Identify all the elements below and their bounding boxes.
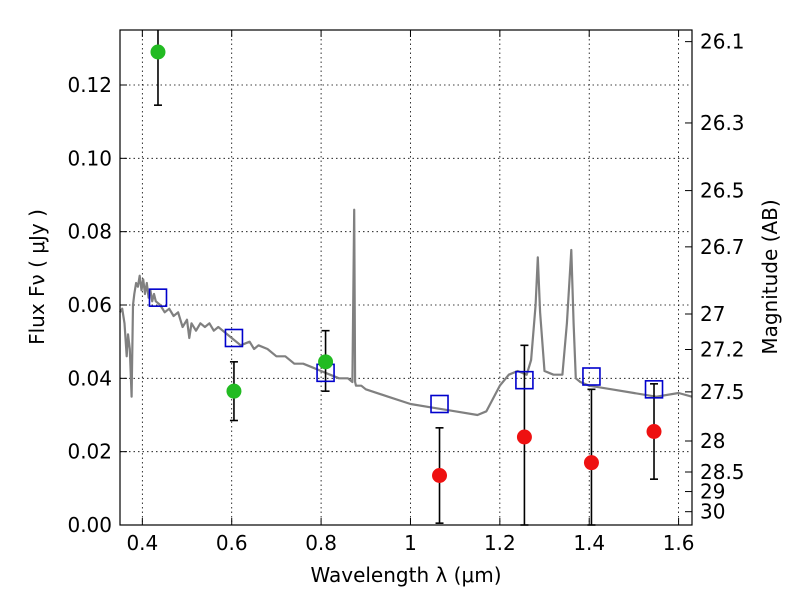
y2-tick-label: 26.7 xyxy=(700,235,745,259)
y-tick-label: 0.00 xyxy=(67,513,112,537)
detection-point xyxy=(318,354,334,370)
x-tick-label: 0.4 xyxy=(126,531,158,555)
x-tick-label: 1.2 xyxy=(484,531,516,555)
x-tick-label: 0.6 xyxy=(216,531,248,555)
y-tick-label: 0.02 xyxy=(67,440,112,464)
y2-tick-label: 28 xyxy=(700,429,725,453)
grid-layer xyxy=(120,30,692,526)
low-sn-point xyxy=(646,424,662,439)
y-tick-label: 0.10 xyxy=(67,146,112,170)
low-sn-point xyxy=(432,468,448,483)
y2-tick-label: 26.1 xyxy=(700,30,745,54)
plot-frame xyxy=(119,29,693,526)
low-sn-point xyxy=(583,455,599,471)
sed-model-line xyxy=(119,208,693,417)
markers-layer xyxy=(148,44,664,483)
y-axis-label: Flux Fν ( μJy ) xyxy=(25,209,49,345)
ticks-layer: 0.4 0.6 0.8 1 1.2 1.4 1.6 0.00 0.02 0.04 0.06 0.08 0… xyxy=(67,30,744,555)
model-photometry-square xyxy=(582,367,601,386)
x-axis-label: Wavelength λ (μm) xyxy=(310,563,501,587)
y2-tick-label: 30 xyxy=(700,500,725,524)
y-tick-label: 0.04 xyxy=(67,366,112,390)
detection-point xyxy=(150,44,166,60)
model-photometry-square xyxy=(148,288,168,307)
y2-tick-label: 28.5 xyxy=(700,460,745,484)
model-photometry-square xyxy=(224,328,244,348)
y-tick-label: 0.08 xyxy=(67,220,112,244)
model-photometry-square xyxy=(515,370,534,390)
y2-tick-label: 26.3 xyxy=(700,111,745,135)
x-tick-label: 1.6 xyxy=(663,531,695,555)
y2-axis-label: Magnitude (AB) xyxy=(758,199,782,354)
y2-tick-label: 27.2 xyxy=(700,338,745,362)
y2-tick-label: 27 xyxy=(700,302,725,326)
y2-tick-label: 26.5 xyxy=(700,179,745,203)
error-bars-layer xyxy=(153,30,659,526)
model-photometry-square xyxy=(644,380,664,399)
x-tick-label: 0.8 xyxy=(305,531,337,555)
y2-tick-label: 27.5 xyxy=(700,380,745,404)
x-tick-label: 1.4 xyxy=(573,531,605,555)
y-tick-label: 0.06 xyxy=(67,293,112,317)
model-photometry-square xyxy=(430,394,449,414)
y-tick-label: 0.12 xyxy=(67,73,112,97)
sed-model-layer xyxy=(119,208,693,417)
y2-tick-label: 29 xyxy=(700,480,725,504)
low-sn-point xyxy=(516,429,532,445)
x-tick-label: 1 xyxy=(404,531,417,555)
detection-point xyxy=(226,383,242,399)
